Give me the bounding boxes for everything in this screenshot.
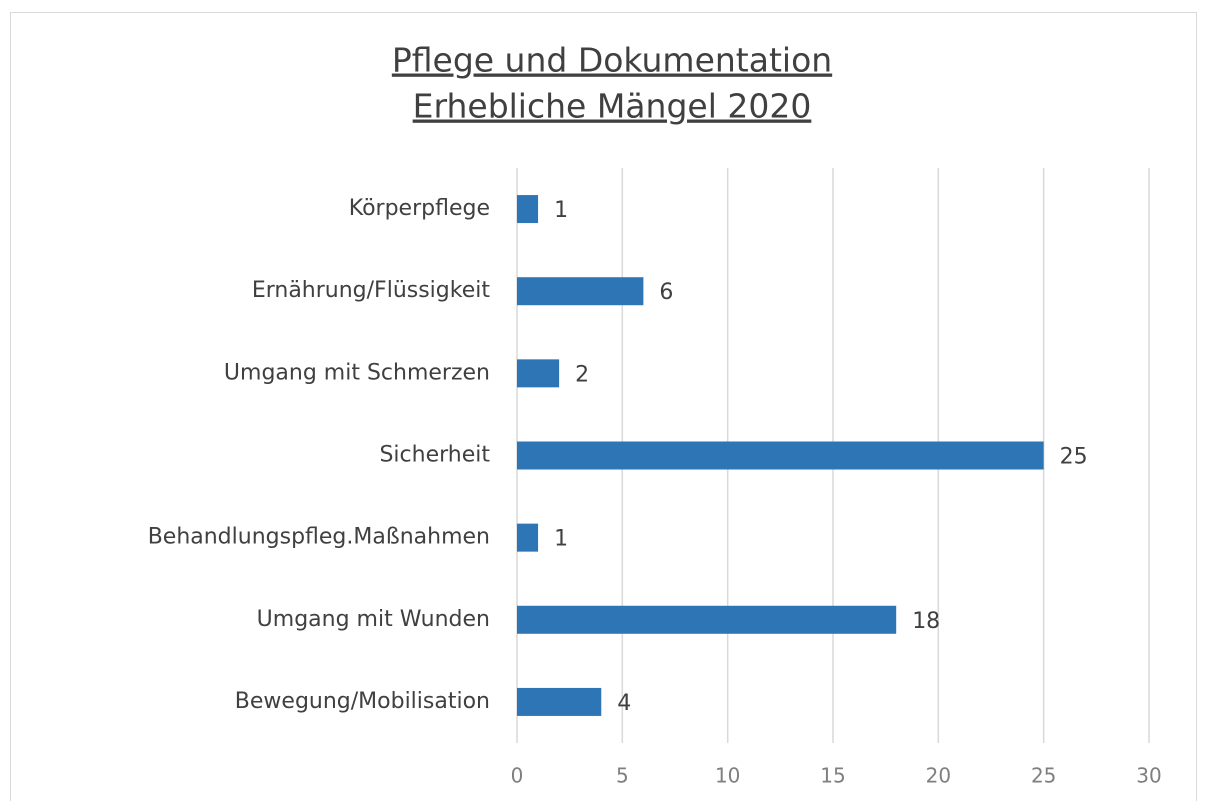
- chart-title: Erhebliche Mängel 2020: [413, 87, 812, 126]
- bar: [517, 605, 897, 634]
- x-tick-label: 15: [820, 764, 845, 788]
- data-label: 2: [575, 362, 589, 387]
- y-tick-label: Sicherheit: [379, 443, 490, 468]
- x-tick-label: 5: [616, 764, 629, 788]
- y-tick-label: Behandlungspfleg.Maßnahmen: [148, 525, 490, 550]
- data-label: 18: [912, 609, 940, 634]
- y-tick-label: Ernährung/Flüssigkeit: [252, 278, 491, 303]
- bar: [517, 441, 1044, 470]
- data-label: 25: [1060, 445, 1088, 470]
- chart-border: [10, 12, 1197, 801]
- x-tick-label: 30: [1136, 764, 1161, 788]
- y-tick-label: Bewegung/Mobilisation: [235, 689, 490, 714]
- bar: [517, 359, 560, 388]
- y-tick-label: Umgang mit Wunden: [257, 607, 490, 632]
- bar: [517, 523, 539, 552]
- data-label: 6: [659, 280, 673, 305]
- bar: [517, 687, 602, 716]
- bar: [517, 277, 644, 306]
- data-label: 1: [554, 198, 568, 223]
- y-tick-label: Körperpflege: [349, 196, 490, 221]
- x-tick-label: 25: [1031, 764, 1056, 788]
- x-tick-label: 10: [715, 764, 740, 788]
- data-label: 4: [617, 691, 631, 716]
- y-tick-label: Umgang mit Schmerzen: [224, 360, 490, 385]
- data-label: 1: [554, 527, 568, 552]
- chart-title: Pflege und Dokumentation: [392, 41, 832, 80]
- bar: [517, 195, 539, 224]
- x-tick-label: 0: [511, 764, 524, 788]
- x-tick-label: 20: [926, 764, 951, 788]
